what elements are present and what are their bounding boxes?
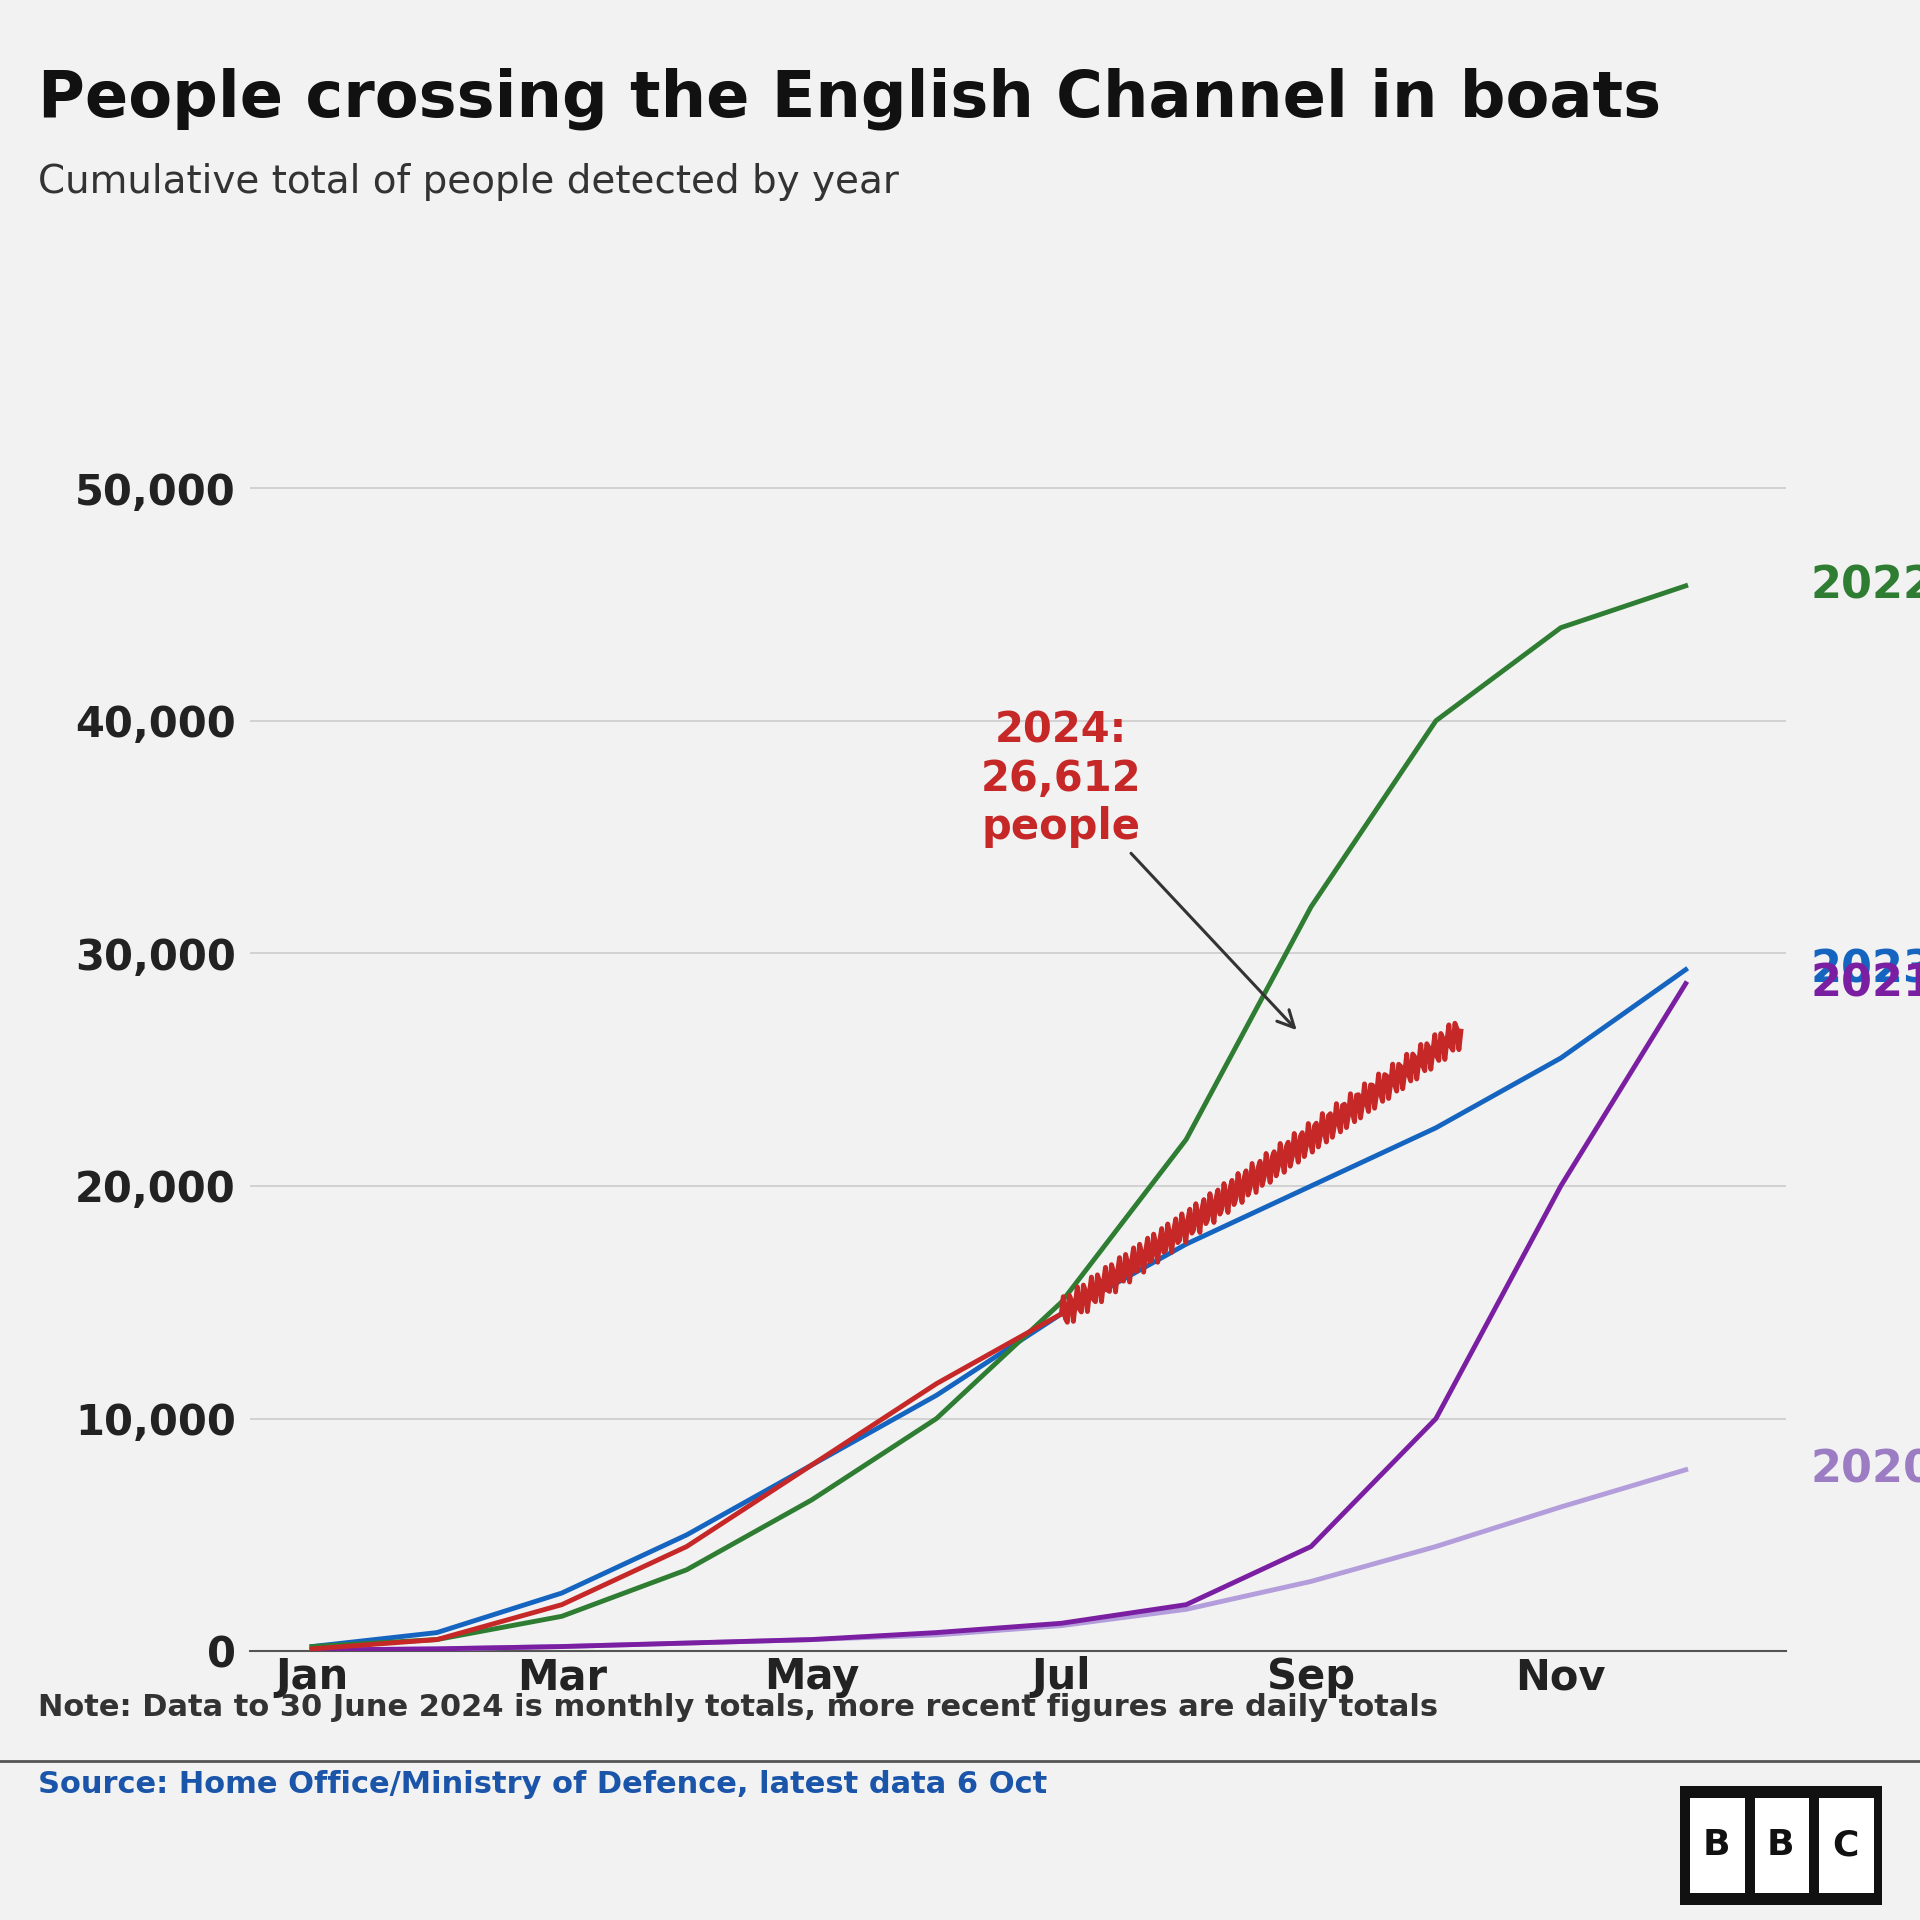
Bar [1818, 1797, 1874, 1893]
Text: Note: Data to 30 June 2024 is monthly totals, more recent figures are daily tota: Note: Data to 30 June 2024 is monthly to… [38, 1693, 1438, 1722]
Text: 2024:
26,612
people: 2024: 26,612 people [981, 708, 1294, 1027]
Bar [1690, 1797, 1745, 1893]
Bar [1755, 1797, 1809, 1893]
Text: B: B [1766, 1828, 1795, 1862]
Text: Source: Home Office/Ministry of Defence, latest data 6 Oct: Source: Home Office/Ministry of Defence,… [38, 1770, 1048, 1799]
Text: Cumulative total of people detected by year: Cumulative total of people detected by y… [38, 163, 899, 202]
Text: B: B [1703, 1828, 1730, 1862]
Text: C: C [1832, 1828, 1859, 1862]
Text: People crossing the English Channel in boats: People crossing the English Channel in b… [38, 67, 1661, 131]
Text: 2020: 2020 [1811, 1448, 1920, 1492]
Text: 2023: 2023 [1811, 948, 1920, 991]
Text: 2021: 2021 [1811, 962, 1920, 1004]
Text: 2022: 2022 [1811, 564, 1920, 607]
